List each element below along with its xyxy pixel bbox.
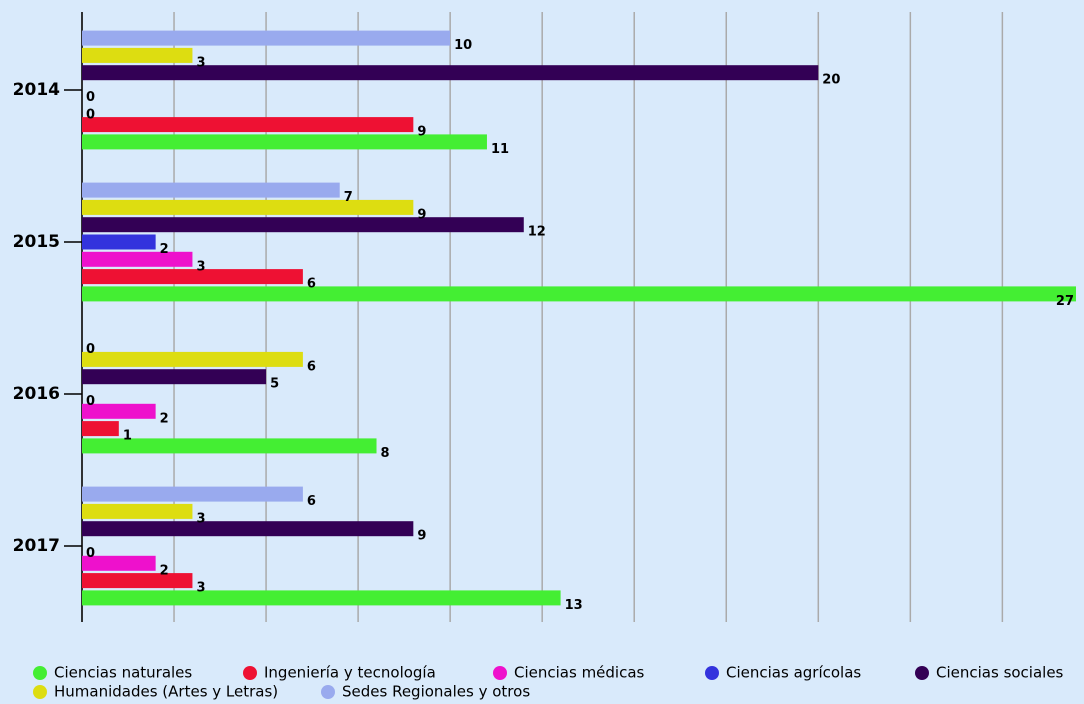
- value-label: 3: [196, 511, 205, 526]
- bar: [82, 47, 193, 63]
- bar: [82, 65, 819, 81]
- legend-marker: [915, 666, 929, 680]
- bar: [82, 369, 267, 385]
- value-label: 0: [86, 90, 95, 105]
- value-label: 2: [160, 242, 169, 257]
- bar: [82, 30, 451, 46]
- y-tick-label: 2014: [13, 80, 60, 100]
- legend-label: Ciencias naturales: [54, 664, 192, 682]
- value-label: 5: [270, 377, 279, 392]
- bar: [82, 269, 303, 285]
- value-label: 12: [528, 225, 546, 240]
- value-label: 9: [417, 207, 426, 222]
- legend-label: Sedes Regionales y otros: [342, 683, 530, 701]
- legend-marker: [243, 666, 257, 680]
- value-label: 2: [160, 563, 169, 578]
- value-label: 0: [86, 546, 95, 561]
- bar: [82, 555, 156, 571]
- y-tick-label: 2016: [13, 384, 60, 404]
- bar: [82, 234, 156, 250]
- bar: [82, 521, 414, 537]
- value-label: 9: [417, 125, 426, 140]
- bar: [82, 421, 119, 437]
- legend-marker: [321, 685, 335, 699]
- value-label: 13: [565, 598, 583, 613]
- legend-marker: [33, 685, 47, 699]
- y-tick-label: 2017: [13, 536, 60, 556]
- legend-label: Humanidades (Artes y Letras): [54, 683, 278, 701]
- bar: [82, 573, 193, 589]
- value-label: 6: [307, 359, 316, 374]
- legend-marker: [705, 666, 719, 680]
- value-label: 6: [307, 494, 316, 509]
- bar: [82, 351, 303, 367]
- value-label: 3: [196, 55, 205, 70]
- value-label: 11: [491, 142, 509, 157]
- value-label: 0: [86, 107, 95, 122]
- bar: [82, 117, 414, 133]
- bar: [82, 503, 193, 519]
- legend-label: Ciencias médicas: [514, 664, 645, 682]
- value-label: 7: [344, 190, 353, 205]
- bar: [82, 217, 524, 233]
- value-label: 9: [417, 529, 426, 544]
- value-label: 3: [196, 581, 205, 596]
- bar: [82, 134, 487, 150]
- legend-marker: [33, 666, 47, 680]
- value-label: 20: [822, 73, 840, 88]
- legend-marker: [493, 666, 507, 680]
- bar: [82, 286, 1076, 302]
- legend-label: Ciencias sociales: [936, 664, 1064, 682]
- value-label: 3: [196, 259, 205, 274]
- value-label: 0: [86, 342, 95, 357]
- y-tick-label: 2015: [13, 232, 60, 252]
- value-label: 8: [381, 446, 390, 461]
- bar: [82, 438, 377, 454]
- value-label: 1: [123, 429, 132, 444]
- legend-label: Ingeniería y tecnología: [264, 664, 436, 682]
- bar: [82, 182, 340, 198]
- value-label: 2: [160, 411, 169, 426]
- bar: [82, 590, 561, 606]
- value-label: 6: [307, 277, 316, 292]
- legend-label: Ciencias agrícolas: [726, 664, 861, 682]
- bar: [82, 199, 414, 215]
- bar: [82, 486, 303, 502]
- bar: [82, 403, 156, 419]
- value-label: 0: [86, 394, 95, 409]
- value-label: 10: [454, 38, 472, 53]
- bar: [82, 251, 193, 267]
- value-label: 27: [1056, 294, 1074, 309]
